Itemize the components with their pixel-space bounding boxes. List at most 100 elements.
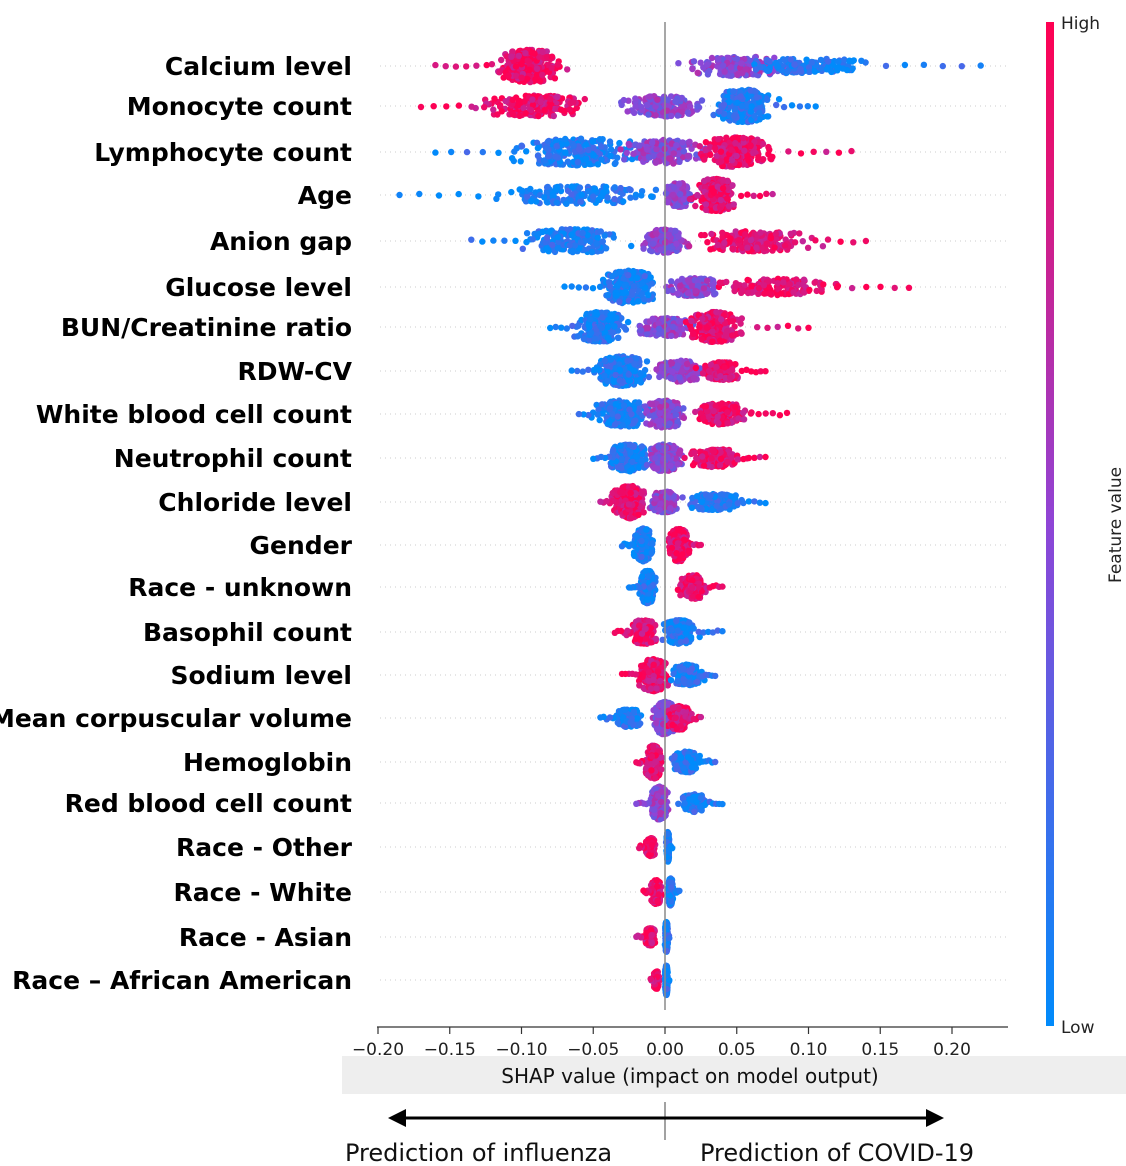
shap-point <box>523 148 530 155</box>
shap-point <box>720 101 728 108</box>
shap-point <box>785 148 792 155</box>
shap-point <box>509 48 516 55</box>
shap-point <box>633 355 640 362</box>
shap-point <box>490 237 497 244</box>
shap-point <box>694 191 701 199</box>
shap-point <box>607 152 614 160</box>
shap-point <box>708 54 716 62</box>
shap-point <box>703 61 711 68</box>
shap-point <box>730 88 737 95</box>
shap-point <box>787 230 794 237</box>
shap-point <box>727 235 734 242</box>
shap-point <box>527 106 535 114</box>
shap-point <box>742 66 749 73</box>
shap-point <box>734 71 741 79</box>
shap-point <box>644 146 651 153</box>
shap-point <box>616 377 623 384</box>
shap-point <box>699 370 707 377</box>
shap-point <box>796 230 803 237</box>
shap-point <box>523 230 531 237</box>
shap-point <box>544 183 551 191</box>
shap-point <box>891 284 898 292</box>
shap-point <box>825 58 832 65</box>
shap-point <box>781 56 788 64</box>
shap-point <box>549 241 556 249</box>
shap-point <box>719 176 727 184</box>
shap-point <box>550 112 557 120</box>
feature-dots <box>575 397 791 431</box>
shap-point <box>702 206 710 214</box>
shap-point <box>653 366 660 373</box>
shap-point <box>672 227 679 235</box>
feature-dots <box>547 308 812 345</box>
shap-point <box>717 148 725 155</box>
shap-point <box>518 60 525 68</box>
shap-point <box>512 237 519 244</box>
shap-point <box>473 62 480 69</box>
shap-point <box>528 198 535 205</box>
shap-point <box>700 285 708 292</box>
shap-point <box>920 61 928 68</box>
shap-point <box>640 245 647 252</box>
shap-point <box>515 52 522 59</box>
shap-point <box>669 323 677 330</box>
shap-point <box>610 234 617 241</box>
shap-point <box>718 316 725 323</box>
shap-point <box>756 116 763 123</box>
shap-point <box>705 367 713 375</box>
shap-point <box>621 156 628 163</box>
shap-point <box>692 364 700 372</box>
shap-point <box>835 64 843 71</box>
shap-point <box>721 364 728 371</box>
shap-point <box>569 322 576 330</box>
shap-point <box>678 368 686 375</box>
shap-point <box>692 287 699 295</box>
shap-point <box>632 191 640 198</box>
shap-point <box>468 103 475 110</box>
shap-point <box>641 272 648 280</box>
shap-point <box>490 106 497 113</box>
shap-point <box>649 139 656 146</box>
shap-point <box>698 336 705 343</box>
shap-point <box>804 244 812 251</box>
shap-point <box>703 290 710 297</box>
shap-point <box>574 333 581 340</box>
shap-point <box>675 60 682 67</box>
shap-point <box>637 327 645 334</box>
shap-point <box>717 373 724 380</box>
shap-point <box>545 248 552 255</box>
shap-point <box>524 57 531 64</box>
shap-point <box>669 191 677 198</box>
beeswarm-dots <box>396 46 984 999</box>
shap-point <box>806 286 813 294</box>
shap-point <box>548 53 556 60</box>
shap-point <box>624 108 631 115</box>
shap-point <box>812 103 819 110</box>
shap-point <box>715 56 722 63</box>
shap-point <box>526 66 533 74</box>
shap-point <box>561 283 568 290</box>
shap-point <box>787 56 794 63</box>
shap-point <box>594 161 602 168</box>
shap-point <box>563 200 570 207</box>
shap-point <box>558 324 565 331</box>
shap-point <box>684 289 692 297</box>
shap-point <box>817 56 825 64</box>
shap-point <box>576 146 583 153</box>
shap-point <box>568 367 575 374</box>
shap-point <box>755 154 762 161</box>
shap-point <box>744 191 751 198</box>
shap-point <box>636 142 643 149</box>
shap-point <box>644 101 651 109</box>
shap-point <box>396 191 403 199</box>
shap-point <box>786 281 793 288</box>
shap-point <box>958 62 965 70</box>
shap-point <box>523 238 530 246</box>
shap-point <box>563 325 570 332</box>
shap-point <box>726 374 734 381</box>
shap-point <box>513 72 520 80</box>
shap-point <box>579 229 586 237</box>
shap-point <box>637 379 645 386</box>
shap-point <box>730 201 737 208</box>
